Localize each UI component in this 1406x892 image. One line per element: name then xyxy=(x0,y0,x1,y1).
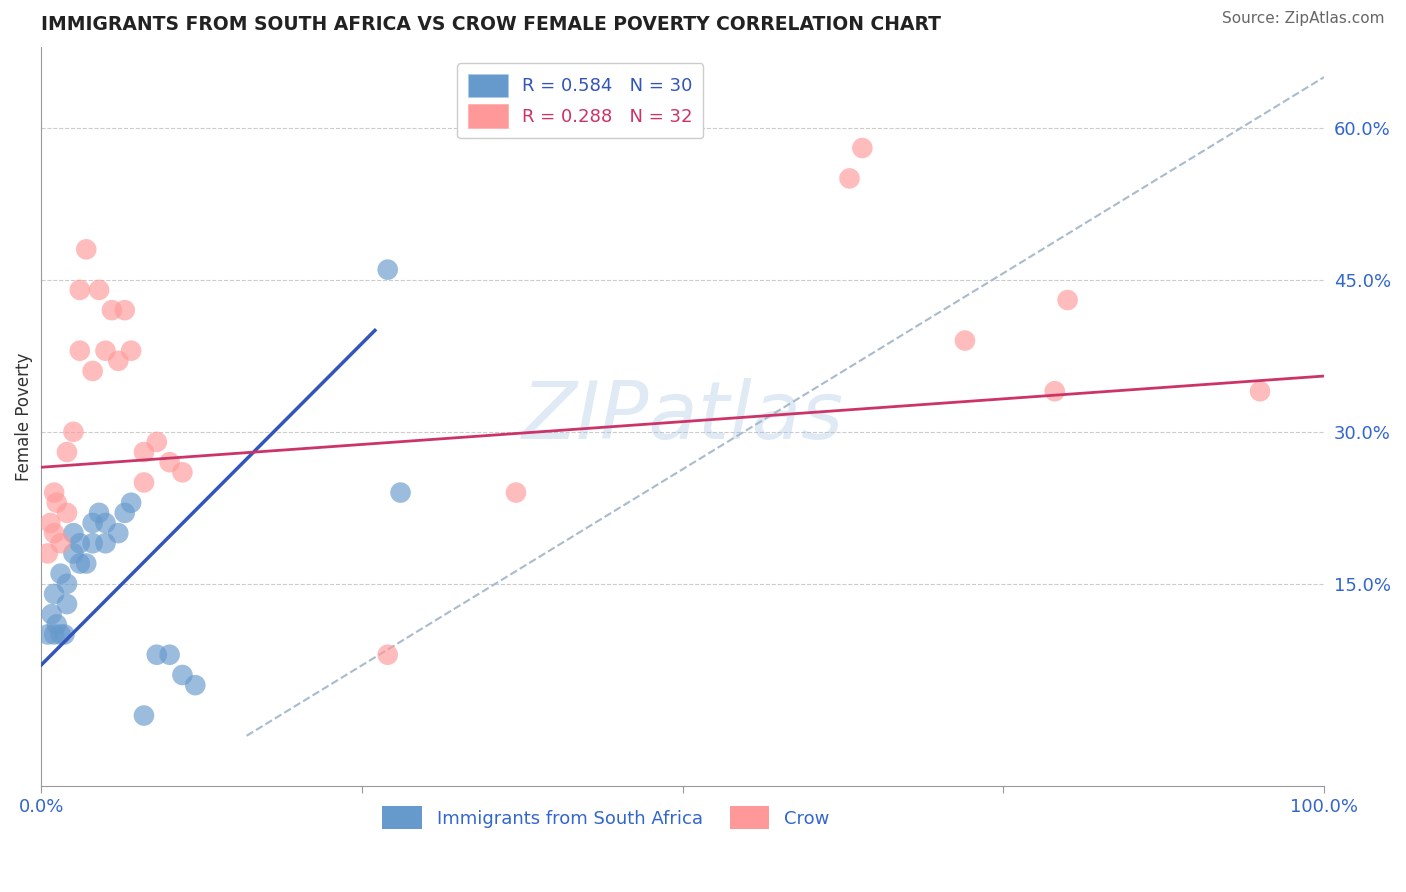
Text: IMMIGRANTS FROM SOUTH AFRICA VS CROW FEMALE POVERTY CORRELATION CHART: IMMIGRANTS FROM SOUTH AFRICA VS CROW FEM… xyxy=(41,15,942,34)
Y-axis label: Female Poverty: Female Poverty xyxy=(15,352,32,481)
Point xyxy=(56,576,79,591)
Point xyxy=(44,485,66,500)
Point xyxy=(94,536,117,550)
Point xyxy=(120,343,142,358)
Point xyxy=(184,678,207,692)
Point xyxy=(94,516,117,530)
Point xyxy=(159,455,181,469)
Text: Source: ZipAtlas.com: Source: ZipAtlas.com xyxy=(1222,11,1385,26)
Point xyxy=(132,445,155,459)
Text: ZIPatlas: ZIPatlas xyxy=(522,377,844,456)
Point xyxy=(62,425,84,439)
Point xyxy=(107,526,129,541)
Point xyxy=(132,475,155,490)
Point xyxy=(172,465,194,479)
Point xyxy=(114,506,136,520)
Point xyxy=(49,566,72,581)
Point xyxy=(56,506,79,520)
Point xyxy=(69,536,91,550)
Point xyxy=(838,171,860,186)
Point xyxy=(107,354,129,368)
Point xyxy=(172,668,194,682)
Point xyxy=(146,648,169,662)
Point xyxy=(49,536,72,550)
Point xyxy=(87,283,110,297)
Point xyxy=(44,587,66,601)
Point xyxy=(1249,384,1271,399)
Point xyxy=(953,334,976,348)
Point xyxy=(82,516,104,530)
Point xyxy=(39,516,62,530)
Point xyxy=(101,303,124,318)
Point xyxy=(1056,293,1078,307)
Point xyxy=(82,364,104,378)
Point xyxy=(53,627,76,641)
Point xyxy=(69,283,91,297)
Point xyxy=(56,597,79,611)
Point xyxy=(62,546,84,560)
Point xyxy=(49,627,72,641)
Point xyxy=(75,557,97,571)
Point xyxy=(505,485,527,500)
Point xyxy=(389,485,412,500)
Point xyxy=(44,526,66,541)
Point xyxy=(45,496,67,510)
Point xyxy=(120,496,142,510)
Point xyxy=(1043,384,1066,399)
Point xyxy=(159,648,181,662)
Point xyxy=(62,526,84,541)
Point xyxy=(37,627,59,641)
Point xyxy=(146,434,169,449)
Point xyxy=(41,607,63,622)
Point xyxy=(851,141,873,155)
Point xyxy=(87,506,110,520)
Point xyxy=(82,536,104,550)
Point xyxy=(45,617,67,632)
Point xyxy=(132,708,155,723)
Point xyxy=(377,648,399,662)
Point xyxy=(114,303,136,318)
Point xyxy=(56,445,79,459)
Point xyxy=(37,546,59,560)
Legend: Immigrants from South Africa, Crow: Immigrants from South Africa, Crow xyxy=(375,799,837,837)
Point xyxy=(377,262,399,277)
Point xyxy=(75,243,97,257)
Point xyxy=(69,343,91,358)
Point xyxy=(94,343,117,358)
Point xyxy=(44,627,66,641)
Point xyxy=(69,557,91,571)
